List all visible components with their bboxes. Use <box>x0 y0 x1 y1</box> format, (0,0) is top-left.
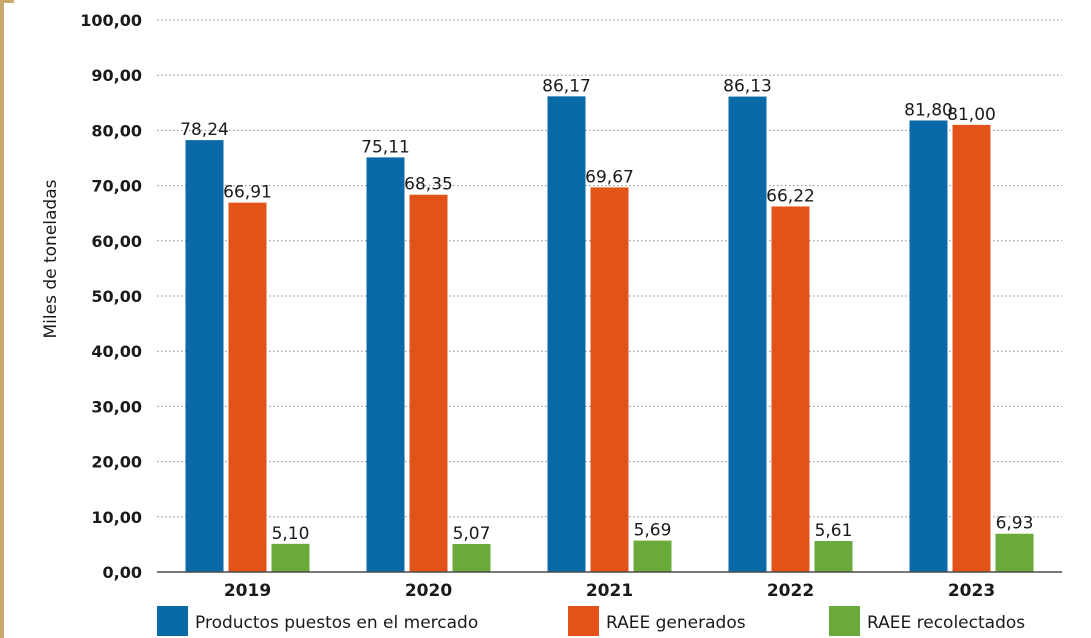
bar-2021-1 <box>547 96 586 572</box>
data-label: 5,10 <box>272 524 310 544</box>
bar-2020-1 <box>366 157 405 572</box>
bar-2020-3 <box>452 544 491 572</box>
data-label: 5,07 <box>453 524 491 544</box>
data-label: 5,69 <box>634 521 672 541</box>
data-label: 68,35 <box>404 175 453 195</box>
data-label: 6,93 <box>996 514 1034 534</box>
left-border-cap <box>0 0 14 3</box>
bar-2022-1 <box>728 96 767 572</box>
x-tick-label: 2020 <box>405 581 452 601</box>
y-axis-ticks: 0,00 10,00 20,00 30,00 40,00 50,00 60,00 70,00 8… <box>80 11 142 582</box>
y-tick-label: 90,00 <box>91 66 142 85</box>
data-label: 86,13 <box>723 77 772 97</box>
y-axis-label: Miles de toneladas <box>41 179 61 338</box>
bar-2022-2 <box>771 206 810 572</box>
data-labels: 78,24 66,91 5,10 75,11 68,35 5,07 86,17 69,67 5,… <box>180 76 1033 544</box>
bar-2020-2 <box>409 194 448 572</box>
data-label: 78,24 <box>180 120 229 140</box>
x-tick-label: 2023 <box>948 581 995 601</box>
legend-swatch <box>829 606 860 636</box>
bar-2023-3 <box>995 533 1034 572</box>
data-label: 75,11 <box>361 137 410 157</box>
y-tick-label: 20,00 <box>91 453 142 472</box>
x-tick-label: 2022 <box>767 581 814 601</box>
data-label: 66,22 <box>766 186 815 206</box>
y-tick-label: 30,00 <box>91 397 142 416</box>
y-tick-label: 40,00 <box>91 342 142 361</box>
bar-2019-1 <box>185 140 224 572</box>
bars <box>185 96 1034 573</box>
bar-2021-2 <box>590 187 629 572</box>
bar-2021-3 <box>633 540 672 572</box>
data-label: 81,00 <box>947 105 996 125</box>
legend-label: RAEE generados <box>606 613 746 633</box>
data-label: 69,67 <box>585 167 634 187</box>
legend-swatch <box>568 606 599 636</box>
legend: Productos puestos en el mercado RAEE gene… <box>157 606 1025 636</box>
data-label: 81,80 <box>904 100 953 120</box>
data-label: 86,17 <box>542 76 591 96</box>
legend-label: Productos puestos en el mercado <box>195 613 478 633</box>
y-tick-label: 70,00 <box>91 177 142 196</box>
left-border-rule <box>0 0 4 638</box>
bar-2023-1 <box>909 120 948 573</box>
bar-2019-3 <box>271 543 310 572</box>
y-tick-label: 0,00 <box>103 563 142 582</box>
y-tick-label: 100,00 <box>80 11 142 30</box>
x-tick-label: 2019 <box>224 581 271 601</box>
y-tick-label: 10,00 <box>91 508 142 527</box>
bar-2019-2 <box>228 202 267 572</box>
x-tick-label: 2021 <box>586 581 633 601</box>
data-label: 66,91 <box>223 183 272 203</box>
y-tick-label: 50,00 <box>91 287 142 306</box>
data-label: 5,61 <box>815 521 853 541</box>
y-tick-label: 60,00 <box>91 232 142 251</box>
bar-2022-3 <box>814 541 853 572</box>
bar-2023-2 <box>952 124 991 572</box>
legend-label: RAEE recolectados <box>867 613 1025 633</box>
legend-swatch <box>157 606 188 636</box>
x-axis-ticks: 2019 2020 2021 2022 2023 <box>224 581 995 601</box>
y-tick-label: 80,00 <box>91 121 142 140</box>
